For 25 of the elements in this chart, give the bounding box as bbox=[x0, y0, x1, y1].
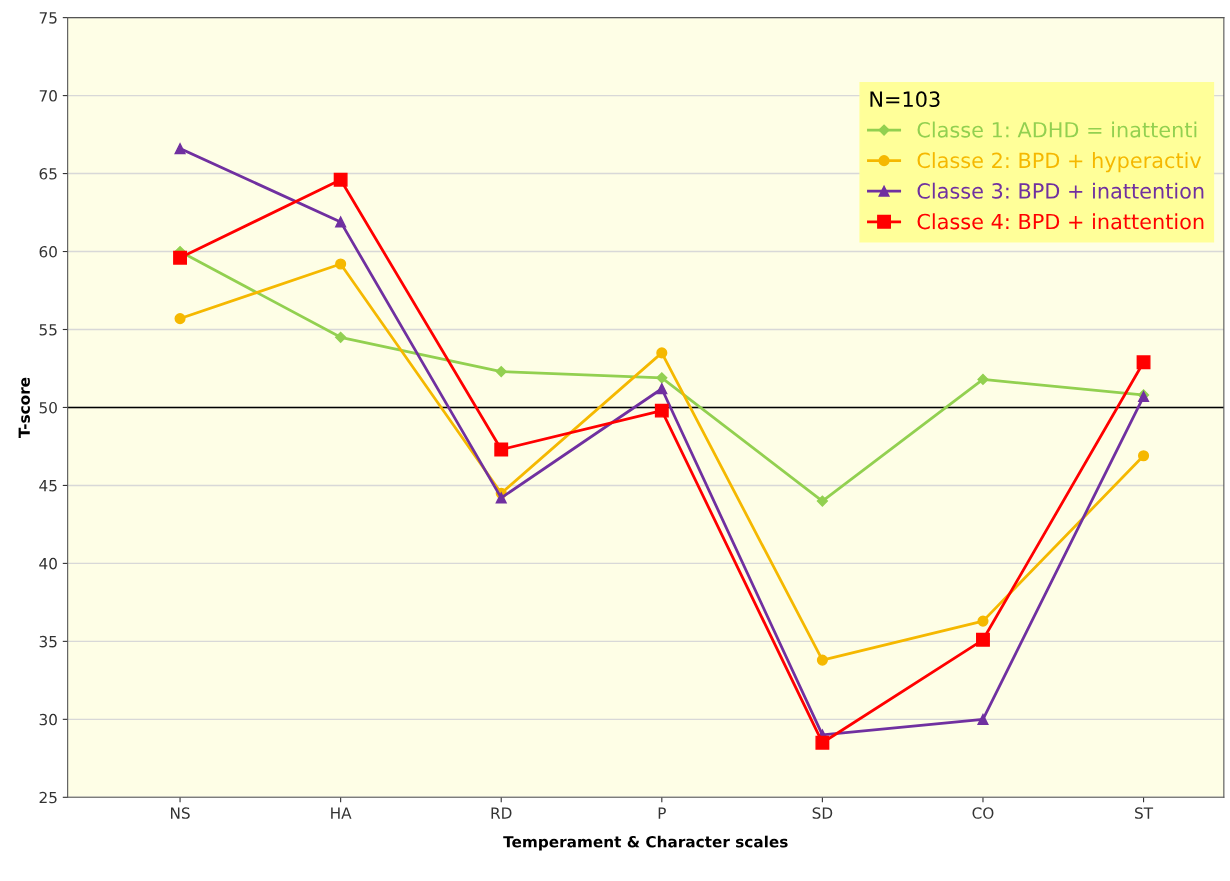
legend-title: N=103 bbox=[870, 91, 940, 108]
y-tick-label: 30 bbox=[39, 713, 57, 726]
y-tick-label: 25 bbox=[39, 791, 57, 804]
legend-label: Classe 1: ADHD = inattenti bbox=[917, 121, 1197, 138]
legend-label: Classe 4: BPD + inattention bbox=[917, 213, 1204, 230]
x-axis-title: Temperament & Character scales bbox=[503, 835, 788, 851]
y-axis-title: T-score bbox=[18, 377, 30, 438]
x-tick-label: CO bbox=[972, 807, 994, 819]
x-tick-label: HA bbox=[331, 807, 352, 819]
y-tick-label: 70 bbox=[39, 90, 57, 102]
legend-label: Classe 2: BPD + hyperactiv bbox=[917, 152, 1202, 173]
y-tick-label: 55 bbox=[39, 324, 57, 336]
x-tick-label: ST bbox=[1135, 807, 1154, 819]
y-tick-label: 45 bbox=[39, 480, 57, 492]
y-tick-label: 40 bbox=[39, 557, 57, 570]
y-tick-label: 60 bbox=[39, 245, 57, 258]
y-tick-label: 65 bbox=[39, 168, 57, 180]
x-tick-label: P bbox=[658, 807, 666, 819]
y-tick-label: 35 bbox=[39, 635, 57, 648]
y-tick-label: 75 bbox=[39, 12, 57, 24]
y-tick-label: 50 bbox=[39, 401, 57, 414]
legend-label: Classe 3: BPD + inattention bbox=[917, 182, 1204, 199]
x-tick-label: NS bbox=[170, 807, 190, 819]
x-tick-label: RD bbox=[491, 807, 512, 819]
x-tick-label: SD bbox=[812, 807, 833, 819]
